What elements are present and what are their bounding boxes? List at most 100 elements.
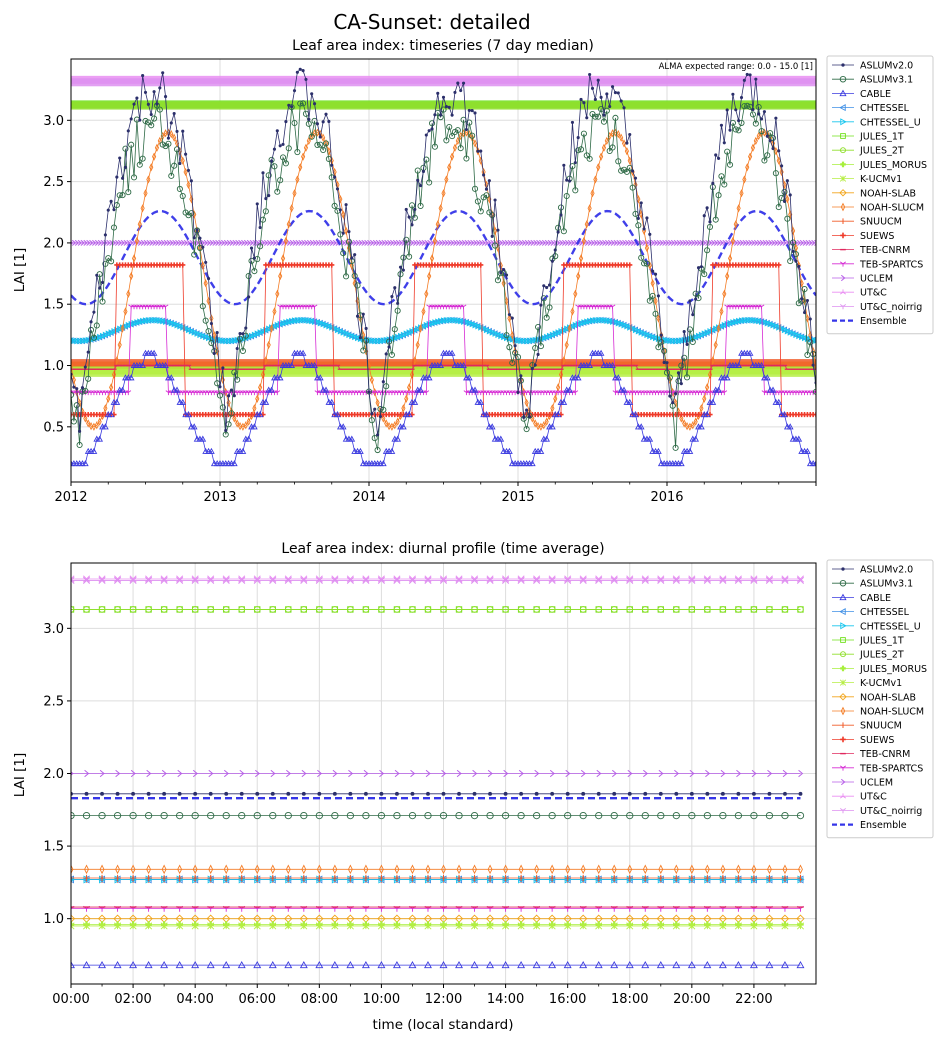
diurnal-xtick-label: 04:00 xyxy=(176,992,213,1007)
legend-entry-chtessel-u: CHTESSEL_U xyxy=(832,117,921,128)
legend-label: SNUUCM xyxy=(860,721,902,732)
diurnal-series-ut-c-noirrig xyxy=(71,576,805,584)
diurnal-ytick-label: 2.5 xyxy=(43,694,64,709)
legend-label: JULES_2T xyxy=(859,650,904,661)
legend-entry-jules-morus: JULES_MORUS xyxy=(832,160,927,171)
legend-entry-ut-c: UT&C xyxy=(832,288,887,299)
legend-label: NOAH-SLUCM xyxy=(860,707,924,718)
legend-entry-cable: CABLE xyxy=(832,593,891,604)
figure-title: CA-Sunset: detailed xyxy=(333,10,530,34)
legend-label: TEB-CNRM xyxy=(859,245,910,256)
diurnal-series-ut-c xyxy=(71,575,805,583)
timeseries-series-teb-spartcs xyxy=(71,304,816,396)
timeseries-xtick-label: 2012 xyxy=(54,490,87,505)
timeseries-legend: ASLUMv2.0 ASLUMv3.1 CABLE CHTESSEL CHTESSEL_… xyxy=(826,55,934,335)
diurnal-series-jules-2t xyxy=(71,606,804,613)
diurnal-series xyxy=(71,575,805,969)
legend-label: CHTESSEL_U xyxy=(860,621,921,632)
legend-label: CABLE xyxy=(860,89,891,100)
legend-entry-ensemble: Ensemble xyxy=(832,820,907,831)
diurnal-xtick-label: 18:00 xyxy=(611,992,648,1007)
diurnal-ytick-label: 1.0 xyxy=(43,912,64,927)
diurnal-xtick-label: 10:00 xyxy=(363,992,400,1007)
legend-entry-ensemble: Ensemble xyxy=(832,316,907,327)
legend-entry-noah-slab: NOAH-SLAB xyxy=(832,188,916,199)
legend-label: CHTESSEL_U xyxy=(860,117,921,128)
diurnal-series-noah-slucm xyxy=(71,864,803,875)
legend-label: JULES_MORUS xyxy=(859,664,927,675)
diurnal-legend: ASLUMv2.0 ASLUMv3.1 CABLE CHTESSEL CHTESSEL_… xyxy=(826,559,934,839)
legend-label: K-UCMv1 xyxy=(860,174,902,185)
diurnal-xtick-label: 16:00 xyxy=(549,992,586,1007)
legend-label: CABLE xyxy=(860,593,891,604)
legend-label: NOAH-SLUCM xyxy=(860,203,924,214)
timeseries-xtick-label: 2015 xyxy=(501,490,534,505)
legend-entry-aslumv3-1: ASLUMv3.1 xyxy=(832,579,913,590)
legend-label: UCLEM xyxy=(860,778,893,789)
timeseries-ytick-label: 1.0 xyxy=(43,359,64,374)
legend-label: SUEWS xyxy=(860,735,894,746)
legend-label: JULES_1T xyxy=(859,636,904,647)
diurnal-xtick-label: 02:00 xyxy=(114,992,151,1007)
legend-entry-chtessel: CHTESSEL xyxy=(832,607,910,618)
diurnal-xlabel: time (local standard) xyxy=(373,1017,514,1033)
legend-label: CHTESSEL xyxy=(860,607,910,618)
timeseries-annotation: ALMA expected range: 0.0 - 15.0 [1] xyxy=(659,62,813,72)
diurnal-xtick-label: 14:00 xyxy=(487,992,524,1007)
legend-entry-chtessel: CHTESSEL xyxy=(832,103,910,114)
timeseries-ticks: 0.5 1.0 1.5 2.0 2.5 3.0 2012 2013 2014 2015 2016 xyxy=(43,114,817,505)
legend-entry-jules-1t: JULES_1T xyxy=(832,132,904,143)
timeseries-ytick-label: 1.5 xyxy=(43,298,64,313)
legend-label: NOAH-SLAB xyxy=(860,188,916,199)
legend-label: UT&C xyxy=(860,288,887,299)
diurnal-xtick-label: 20:00 xyxy=(673,992,710,1007)
legend-label: TEB-CNRM xyxy=(859,749,910,760)
timeseries-ytick-label: 3.0 xyxy=(43,114,64,129)
legend-label: ASLUMv2.0 xyxy=(860,565,913,576)
legend-entry-snuucm: SNUUCM xyxy=(832,721,902,732)
diurnal-ticks: 1.0 1.5 2.0 2.5 3.0 00:00 02:00 04:00 06:00 08:00… xyxy=(43,622,786,1007)
legend-entry-aslumv2-0: ASLUMv2.0 xyxy=(832,61,913,72)
legend-label: UT&C xyxy=(860,792,887,803)
diurnal-xtick-label: 06:00 xyxy=(239,992,276,1007)
diurnal-series-uclem xyxy=(71,769,804,778)
legend-entry-teb-spartcs: TEB-SPARTCS xyxy=(832,259,923,270)
timeseries-ytick-label: 2.0 xyxy=(43,236,64,251)
legend-entry-chtessel-u: CHTESSEL_U xyxy=(832,621,921,632)
diurnal-title: Leaf area index: diurnal profile (time a… xyxy=(281,541,604,557)
timeseries-xtick-label: 2013 xyxy=(203,490,236,505)
diurnal-ytick-label: 1.5 xyxy=(43,840,64,855)
timeseries-xtick-label: 2014 xyxy=(352,490,385,505)
legend-entry-aslumv2-0: ASLUMv2.0 xyxy=(832,565,913,576)
legend-label: UT&C_noirrig xyxy=(860,302,922,313)
legend-entry-noah-slucm: NOAH-SLUCM xyxy=(832,203,924,214)
legend-entry-uclem: UCLEM xyxy=(832,778,893,789)
legend-entry-jules-2t: JULES_2T xyxy=(832,650,904,661)
legend-entry-suews: SUEWS xyxy=(832,735,894,746)
timeseries-series xyxy=(71,67,816,467)
legend-entry-suews: SUEWS xyxy=(832,231,894,242)
diurnal-series-aslumv2-0 xyxy=(71,791,803,796)
timeseries-xtick-label: 2016 xyxy=(650,490,683,505)
diurnal-ylabel: LAI [1] xyxy=(12,753,28,797)
legend-label: CHTESSEL xyxy=(860,103,910,114)
legend-label: ASLUMv2.0 xyxy=(860,61,913,72)
diurnal-ytick-label: 3.0 xyxy=(43,622,64,637)
legend-label: ASLUMv3.1 xyxy=(860,579,913,590)
legend-entry-k-ucmv1: K-UCMv1 xyxy=(832,174,902,185)
timeseries-ytick-label: 2.5 xyxy=(43,175,64,190)
timeseries-title: Leaf area index: timeseries (7 day media… xyxy=(292,38,594,54)
legend-label: JULES_2T xyxy=(859,146,904,157)
timeseries-ytick-label: 0.5 xyxy=(43,420,64,435)
diurnal-xtick-label: 08:00 xyxy=(301,992,338,1007)
legend-label: TEB-SPARTCS xyxy=(859,763,923,774)
diurnal-xtick-label: 12:00 xyxy=(425,992,462,1007)
timeseries-series-k-ucmv1 xyxy=(71,368,816,377)
timeseries-panel: Leaf area index: timeseries (7 day media… xyxy=(12,38,934,505)
timeseries-series-jules-2t xyxy=(71,101,816,110)
timeseries-series-uclem xyxy=(71,239,816,246)
legend-entry-noah-slab: NOAH-SLAB xyxy=(832,692,916,703)
timeseries-ylabel: LAI [1] xyxy=(12,248,28,292)
legend-label: ASLUMv3.1 xyxy=(860,75,913,86)
